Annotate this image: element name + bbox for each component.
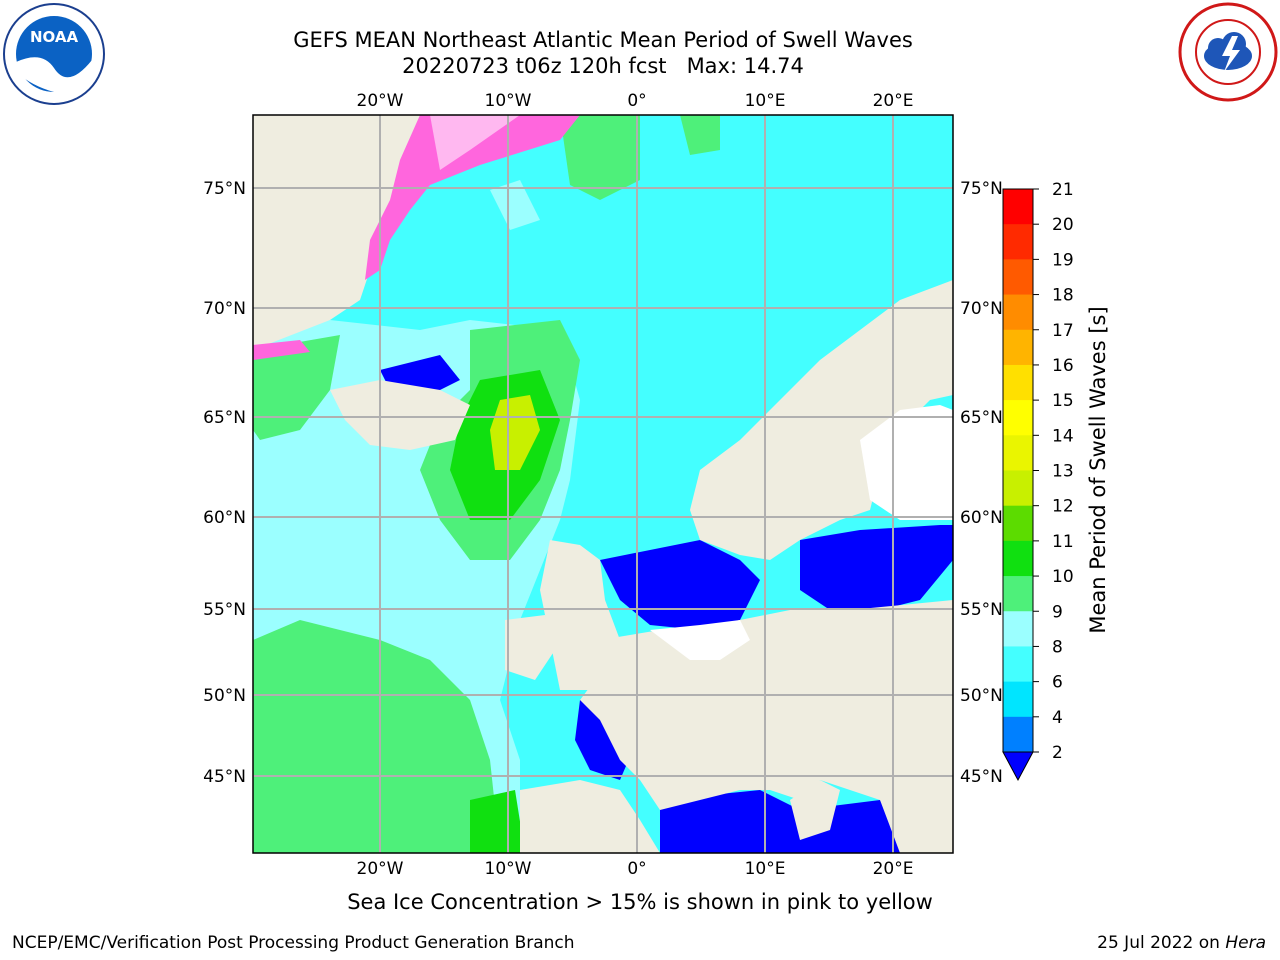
lat-label-right: 50°N	[960, 686, 1003, 706]
colorbar-segment	[1003, 435, 1033, 471]
colorbar-segment	[1003, 189, 1033, 225]
colorbar-segment	[1003, 540, 1033, 577]
footer-credit: NCEP/EMC/Verification Post Processing Pr…	[12, 933, 575, 953]
lon-label-bottom: 20°W	[357, 859, 404, 879]
colorbar-segment	[1003, 681, 1033, 718]
colorbar-segment	[1003, 294, 1033, 331]
colorbar-tick-label: 16	[1052, 356, 1074, 376]
lon-label-bottom: 10°W	[485, 859, 532, 879]
land-continental-europe	[580, 600, 953, 853]
lon-labels-bottom: 20°W 10°W 0° 10°E 20°E	[357, 859, 914, 879]
colorbar-tick-label: 2	[1052, 743, 1063, 763]
no-data-bothnia	[860, 405, 953, 520]
map-title: GEFS MEAN Northeast Atlantic Mean Period…	[293, 28, 913, 52]
footer-host: Hera	[1225, 933, 1266, 953]
colorbar-segment	[1003, 611, 1033, 647]
lat-label-left: 45°N	[203, 767, 246, 787]
lat-label-right: 65°N	[960, 408, 1003, 428]
lat-label-right: 55°N	[960, 600, 1003, 620]
colorbar-segment	[1003, 259, 1033, 296]
map-plot-area	[253, 115, 953, 853]
map-subtitle: 20220723 t06z 120h fcst Max: 14.74	[402, 54, 804, 78]
footer-date: 25 Jul 2022 on Hera	[1097, 933, 1266, 953]
colorbar: 2 4 6 8 9 10 11 12 13 14 15 16 17 18 19 20 21	[1002, 180, 1074, 782]
sea-ice-caption: Sea Ice Concentration > 15% is shown in …	[347, 890, 933, 914]
noaa-logo-text: NOAA	[30, 28, 79, 46]
colorbar-tick-label: 20	[1052, 215, 1074, 235]
colorbar-tick-label: 13	[1052, 462, 1074, 482]
swell-13s-region	[490, 395, 540, 470]
lat-label-right: 45°N	[960, 767, 1003, 787]
colorbar-tick-label: 19	[1052, 250, 1074, 270]
swell-10s-region-greenland	[253, 335, 340, 440]
colorbar-tick-label: 12	[1052, 497, 1074, 517]
lat-label-left: 55°N	[203, 600, 246, 620]
land-iceland	[330, 380, 470, 450]
colorbar-segment	[1003, 364, 1033, 401]
colorbar-extend-triangle	[1002, 751, 1034, 782]
colorbar-tick-label: 15	[1052, 391, 1074, 411]
lat-label-right: 70°N	[960, 299, 1003, 319]
lon-label-top: 10°W	[485, 91, 532, 111]
lat-label-left: 60°N	[203, 508, 246, 528]
lat-labels-right: 75°N 70°N 65°N 60°N 55°N 50°N 45°N	[960, 179, 1003, 787]
lat-label-left: 75°N	[203, 179, 246, 199]
colorbar-segment	[1003, 329, 1033, 366]
lon-label-top: 20°E	[873, 91, 914, 111]
colorbar-label: Mean Period of Swell Waves [s]	[1086, 306, 1110, 633]
colorbar-tick-label: 6	[1052, 673, 1063, 693]
lat-label-right: 75°N	[960, 179, 1003, 199]
lon-label-bottom: 0°	[627, 859, 646, 879]
sea-ice-region	[365, 115, 580, 280]
land-iberia	[520, 780, 660, 853]
swell-11s-iberia	[470, 790, 525, 853]
no-data-north-sea-south	[650, 620, 750, 660]
colorbar-tick-label: 18	[1052, 286, 1074, 306]
footer-date-text: 25 Jul 2022 on	[1097, 933, 1226, 953]
colorbar-segment	[1003, 505, 1033, 542]
lat-label-left: 70°N	[203, 299, 246, 319]
colorbar-tick-label: 14	[1052, 426, 1074, 446]
land-italy	[790, 780, 840, 840]
lon-label-top: 10°E	[745, 91, 786, 111]
lat-label-right: 60°N	[960, 508, 1003, 528]
lon-label-top: 20°W	[357, 91, 404, 111]
colorbar-tick-label: 21	[1052, 180, 1074, 200]
colorbar-tick-label: 17	[1052, 321, 1074, 341]
land-scandinavia	[690, 280, 953, 560]
land-greenland	[253, 115, 420, 350]
colorbar-tick-label: 10	[1052, 567, 1074, 587]
lon-label-bottom: 20°E	[873, 859, 914, 879]
colorbar-segment	[1003, 400, 1033, 436]
colorbar-tick-label: 11	[1052, 532, 1074, 552]
noaa-logo: NOAA	[3, 3, 105, 105]
colorbar-segment	[1003, 224, 1033, 260]
land-ireland	[505, 615, 555, 680]
colorbar-tick-label: 9	[1052, 602, 1063, 622]
graticule	[253, 115, 953, 853]
colorbar-segment	[1003, 576, 1033, 612]
lon-labels-top: 20°W 10°W 0° 10°E 20°E	[357, 91, 914, 111]
colorbar-tick-label: 4	[1052, 708, 1063, 728]
swell-2s-mediterranean	[660, 790, 900, 853]
lat-label-left: 65°N	[203, 408, 246, 428]
swell-10s-region-south	[253, 620, 500, 853]
colorbar-tick-label: 8	[1052, 637, 1063, 657]
lat-label-left: 50°N	[203, 686, 246, 706]
nws-logo	[1178, 2, 1278, 102]
colorbar-segment	[1003, 470, 1033, 507]
lat-labels-left: 75°N 70°N 65°N 60°N 55°N 50°N 45°N	[203, 179, 246, 787]
lon-label-top: 0°	[627, 91, 646, 111]
colorbar-segment	[1003, 716, 1033, 753]
swell-2s-baltic	[800, 525, 953, 610]
swell-2s-north-sea	[600, 540, 760, 630]
colorbar-segment	[1003, 646, 1033, 683]
map-frame	[252, 114, 954, 854]
lon-label-bottom: 10°E	[745, 859, 786, 879]
